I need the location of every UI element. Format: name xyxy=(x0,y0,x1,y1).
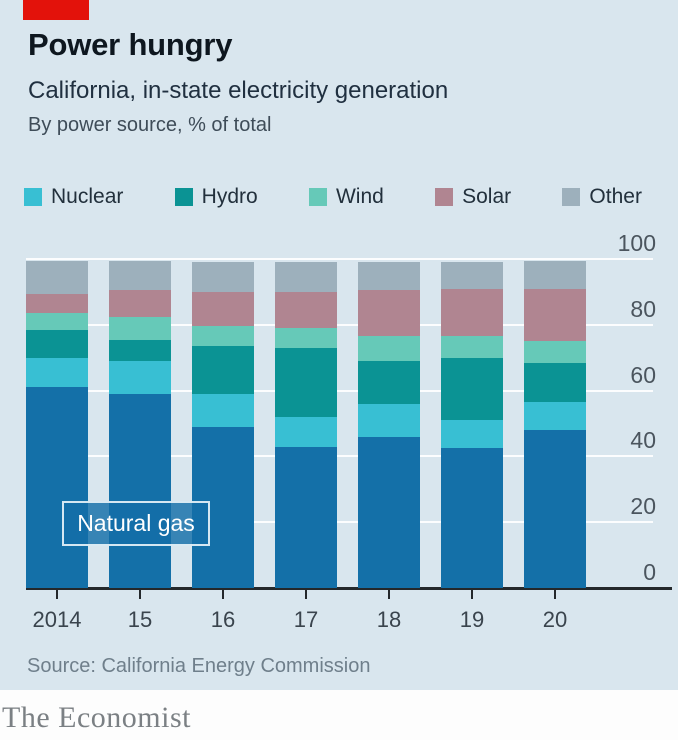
gridline-100 xyxy=(26,258,653,260)
segment-natural-gas-2014 xyxy=(26,387,88,588)
segment-nuclear-17 xyxy=(275,416,337,447)
segment-wind-17 xyxy=(275,328,337,348)
x-axis-label-18: 18 xyxy=(376,607,402,632)
natural-gas-label: Natural gas xyxy=(62,501,210,546)
segment-nuclear-15 xyxy=(109,360,171,394)
x-axis-label-16: 16 xyxy=(210,607,236,632)
segment-wind-15 xyxy=(109,316,171,340)
segment-hydro-19 xyxy=(441,357,503,421)
segment-wind-2014 xyxy=(26,313,88,330)
legend-swatch-other-icon xyxy=(562,188,581,206)
segment-other-17 xyxy=(275,262,337,292)
legend-item-other: Other xyxy=(562,185,642,208)
segment-solar-20 xyxy=(524,288,586,342)
legend-item-solar: Solar xyxy=(435,185,512,208)
legend-label-hydro: Hydro xyxy=(201,185,258,208)
economist-wordmark: The Economist xyxy=(2,701,191,734)
segment-natural-gas-18 xyxy=(358,436,420,588)
bar-19 xyxy=(441,262,503,588)
y-axis-label-40: 40 xyxy=(630,427,656,454)
x-axis-line xyxy=(26,587,672,590)
segment-wind-20 xyxy=(524,341,586,363)
economist-red-tab-icon xyxy=(23,0,89,20)
segment-solar-15 xyxy=(109,290,171,317)
x-axis-tick-19 xyxy=(471,590,473,599)
gridline-60 xyxy=(26,389,653,392)
segment-solar-2014 xyxy=(26,293,88,314)
chart-card: Power hungry California, in-state electr… xyxy=(0,0,678,690)
segment-natural-gas-19 xyxy=(441,448,503,588)
legend-swatch-solar-icon xyxy=(435,188,454,206)
chart-title: Power hungry xyxy=(28,27,233,62)
x-axis-tick-20 xyxy=(554,590,556,599)
segment-nuclear-20 xyxy=(524,402,586,431)
segment-nuclear-19 xyxy=(441,420,503,449)
segment-hydro-2014 xyxy=(26,329,88,358)
segment-nuclear-2014 xyxy=(26,357,88,388)
x-axis-label-20: 20 xyxy=(542,607,568,632)
source-text: Source: California Energy Commission xyxy=(27,655,371,677)
segment-solar-19 xyxy=(441,288,503,337)
segment-hydro-15 xyxy=(109,339,171,361)
segment-other-20 xyxy=(524,260,586,289)
x-axis-label-2014: 2014 xyxy=(32,607,82,632)
x-axis-label-17: 17 xyxy=(293,607,319,632)
segment-solar-18 xyxy=(358,290,420,337)
segment-solar-16 xyxy=(192,291,254,327)
segment-wind-16 xyxy=(192,326,254,347)
legend-item-wind: Wind xyxy=(308,185,384,208)
x-axis-label-15: 15 xyxy=(127,607,153,632)
legend-label-wind: Wind xyxy=(335,185,384,208)
segment-hydro-16 xyxy=(192,346,254,394)
segment-other-18 xyxy=(358,262,420,291)
legend-label-solar: Solar xyxy=(462,185,512,208)
y-axis-label-80: 80 xyxy=(630,295,656,322)
y-axis-label-60: 60 xyxy=(630,361,656,388)
segment-natural-gas-15 xyxy=(109,393,171,588)
gridline-40 xyxy=(26,455,653,458)
segment-hydro-17 xyxy=(275,347,337,417)
y-axis-label-0: 0 xyxy=(643,559,656,585)
y-axis-label-100: 100 xyxy=(617,230,656,256)
y-axis-label-20: 20 xyxy=(630,493,656,520)
chart-subtitle: California, in-state electricity generat… xyxy=(28,77,449,104)
x-axis-tick-16 xyxy=(222,590,224,599)
segment-solar-17 xyxy=(275,291,337,329)
segment-other-2014 xyxy=(26,260,88,294)
x-axis-tick-17 xyxy=(305,590,307,599)
legend-label-nuclear: Nuclear xyxy=(51,185,124,208)
bar-15 xyxy=(109,260,171,588)
legend: Nuclear Hydro Wind Solar Other xyxy=(24,186,642,208)
x-axis-tick-15 xyxy=(139,590,141,599)
segment-wind-19 xyxy=(441,336,503,358)
segment-other-19 xyxy=(441,262,503,289)
x-axis-tick-2014 xyxy=(56,590,58,599)
gridline-20 xyxy=(26,521,653,524)
segment-nuclear-16 xyxy=(192,393,254,427)
x-axis-label-19: 19 xyxy=(459,607,485,632)
segment-wind-18 xyxy=(358,336,420,361)
x-axis-tick-18 xyxy=(388,590,390,599)
gridline-80 xyxy=(26,323,653,326)
legend-label-other: Other xyxy=(589,185,642,208)
segment-hydro-18 xyxy=(358,361,420,404)
segment-other-16 xyxy=(192,262,254,292)
legend-swatch-hydro-icon xyxy=(174,188,193,206)
bar-2014 xyxy=(26,260,88,588)
segment-natural-gas-20 xyxy=(524,430,586,588)
bar-20 xyxy=(524,260,586,588)
segment-nuclear-18 xyxy=(358,403,420,437)
segment-other-15 xyxy=(109,260,171,291)
segment-hydro-20 xyxy=(524,362,586,403)
chart-note: By power source, % of total xyxy=(28,114,272,136)
legend-item-nuclear: Nuclear xyxy=(24,185,124,208)
bar-17 xyxy=(275,262,337,588)
legend-item-hydro: Hydro xyxy=(174,185,258,208)
segment-natural-gas-17 xyxy=(275,446,337,588)
legend-swatch-nuclear-icon xyxy=(24,188,42,206)
legend-swatch-wind-icon xyxy=(308,188,327,206)
bar-18 xyxy=(358,262,420,588)
